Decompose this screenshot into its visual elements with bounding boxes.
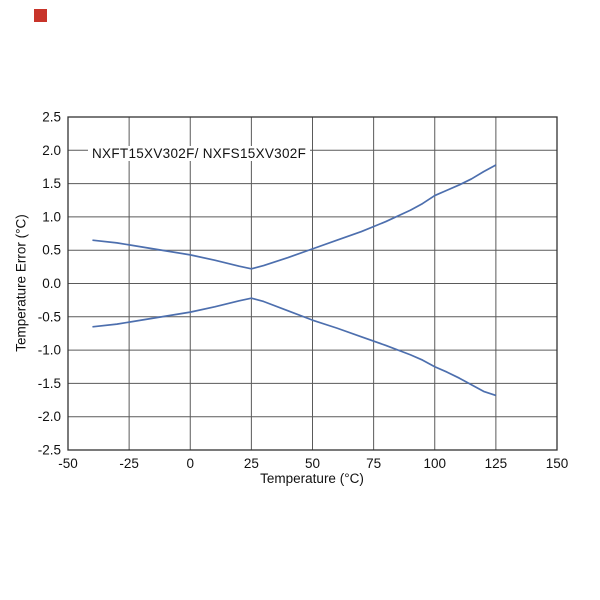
y-tick-label: 0.0 <box>42 276 61 291</box>
x-tick-label: 50 <box>305 456 320 471</box>
brand-logo-mark <box>34 9 47 22</box>
x-tick-label: 150 <box>546 456 569 471</box>
x-tick-label: 100 <box>423 456 446 471</box>
y-tick-label: 2.0 <box>42 143 61 158</box>
x-axis-title: Temperature (°C) <box>260 471 364 486</box>
y-tick-label: 0.5 <box>42 243 61 258</box>
y-tick-label: 1.0 <box>42 209 61 224</box>
series-upper-line <box>92 164 497 270</box>
y-axis-title: Temperature Error (°C) <box>13 214 29 352</box>
x-tick-label: 0 <box>186 456 194 471</box>
y-tick-label: 1.5 <box>42 176 61 191</box>
y-tick-label: -2.5 <box>38 443 61 458</box>
x-tick-label: -25 <box>119 456 139 471</box>
y-tick-label: -1.0 <box>38 343 61 358</box>
plot-border <box>67 116 558 451</box>
y-tick-label: -0.5 <box>38 309 61 324</box>
series-lower-line <box>92 297 497 397</box>
y-tick-label: -2.0 <box>38 409 61 424</box>
chart-annotation: NXFT15XV302F/ NXFS15XV302F <box>88 146 311 161</box>
y-tick-label: 2.5 <box>42 110 61 125</box>
y-tick-label: -1.5 <box>38 376 61 391</box>
x-tick-label: -50 <box>58 456 78 471</box>
temperature-error-chart: -50 -25 0 25 50 75 100 125 150 2.5 2.0 1.5 1.0 0.5 0.0… <box>38 110 569 472</box>
x-tick-label: 25 <box>244 456 259 471</box>
x-tick-label: 125 <box>485 456 508 471</box>
x-tick-label: 75 <box>366 456 381 471</box>
